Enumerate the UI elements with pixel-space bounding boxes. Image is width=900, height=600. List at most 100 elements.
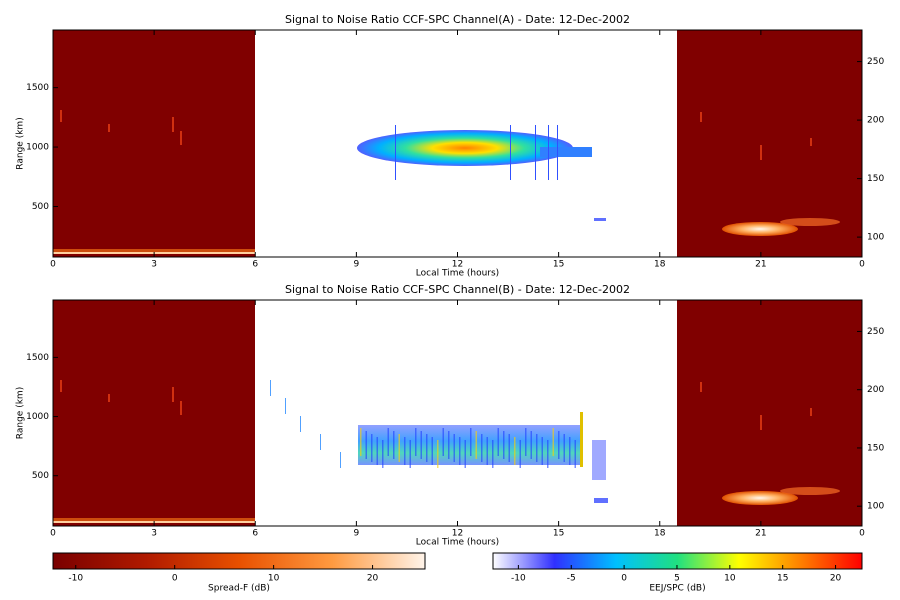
streak [536,434,538,462]
colorbar [52,552,426,570]
eej-echo [358,425,580,465]
streak [180,131,182,145]
streak [464,440,466,468]
streak [395,125,396,180]
eej-echo [594,218,606,221]
streak [387,428,389,456]
streak [398,434,400,462]
x-tick-label: 6 [252,260,258,270]
y2-tick-label: 250 [867,327,884,337]
streak [60,110,62,122]
streak [552,428,554,456]
x-tick-label: 15 [553,260,564,270]
eej-echo [540,147,592,157]
streak [270,380,271,396]
colorbar-label: EEJ/SPC (dB) [649,584,705,594]
streak [431,437,433,465]
y-tick-label: 1500 [26,353,49,363]
streak [108,124,110,132]
streak [481,434,483,462]
streak [503,431,505,459]
x-tick-label: 0 [859,260,865,270]
streak [420,431,422,459]
streak [525,428,527,456]
streak [700,382,702,392]
spread-f-echo [722,491,798,505]
y2-tick-label: 100 [867,502,884,512]
streak [360,428,362,456]
streak [580,412,583,467]
x-tick-label: 12 [452,529,463,539]
y2-tick-label: 100 [867,233,884,243]
streak [108,394,110,402]
colorbar [492,552,863,570]
x-tick-label: 18 [654,260,666,270]
colorbar-tick-label: 0 [621,574,627,584]
panel-title: Signal to Noise Ratio CCF-SPC Channel(B)… [285,283,630,296]
bottom-echo [53,249,255,254]
colorbar-tick-label: -5 [567,574,576,584]
streak [382,440,384,468]
colorbar-tick-label: 20 [367,574,379,584]
streak [320,434,321,450]
streak [475,431,477,459]
y-tick-label: 500 [32,471,49,481]
streak [172,117,174,132]
spread-f-echo [780,487,840,495]
streak [486,437,488,465]
panel-title: Signal to Noise Ratio CCF-SPC Channel(A)… [285,13,630,26]
x-tick-label: 12 [452,260,463,270]
streak [404,437,406,465]
streak [180,401,182,415]
streak [371,434,373,462]
eej-echo [594,498,608,503]
y2-tick-label: 200 [867,385,884,395]
eej-echo [592,440,606,480]
night-region [53,300,255,526]
x-tick-label: 3 [151,260,157,270]
y-tick-label: 1500 [26,83,49,93]
y2-tick-label: 150 [867,174,884,184]
y2-tick-label: 150 [867,443,884,453]
streak [453,434,455,462]
x-tick-label: 18 [654,529,666,539]
streak [300,416,301,432]
streak [415,428,417,456]
x-tick-label: 3 [151,529,157,539]
y-axis-label: Range (km) [16,117,26,169]
streak [508,434,510,462]
y-axis-label: Range (km) [16,387,26,439]
streak [548,125,549,180]
streak [393,431,395,459]
streak [760,415,762,430]
streak [510,125,511,180]
streak [340,452,341,468]
colorbar-tick-label: 5 [674,574,680,584]
streak [492,440,494,468]
streak [448,431,450,459]
colorbar-tick-label: 0 [172,574,178,584]
streak [172,387,174,402]
streak [563,434,565,462]
streak [574,440,576,468]
streak [497,428,499,456]
streak [442,428,444,456]
streak [760,145,762,160]
streak [810,408,812,416]
streak [60,380,62,392]
streak [700,112,702,122]
streak [541,437,543,465]
streak [365,431,367,459]
streak [569,437,571,465]
streak [557,125,558,180]
streak [437,440,439,468]
x-axis-label: Local Time (hours) [416,538,499,548]
colorbar-tick-label: -10 [511,574,526,584]
streak [535,125,536,180]
y2-tick-label: 200 [867,116,884,126]
x-axis-label: Local Time (hours) [416,269,499,279]
streak [530,431,532,459]
y-tick-label: 1000 [26,412,49,422]
x-tick-label: 21 [755,529,766,539]
